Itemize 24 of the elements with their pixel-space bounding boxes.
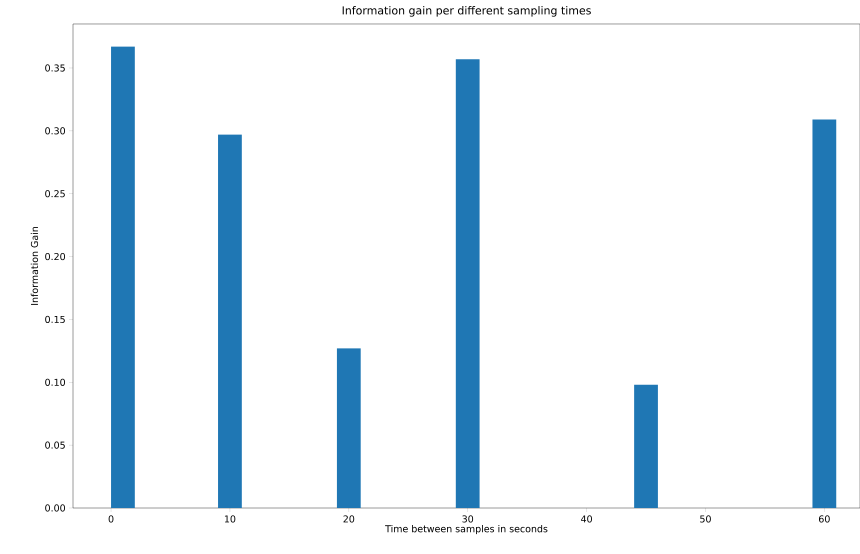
x-tick-label: 0	[108, 515, 114, 523]
y-tick-label: 0.25	[45, 190, 65, 198]
bar	[812, 120, 836, 508]
bar	[336, 348, 361, 508]
y-tick-label: 0.05	[45, 442, 65, 449]
x-tick-label: 40	[581, 515, 592, 523]
y-tick-label: 0.35	[45, 64, 65, 72]
x-tick-label: 20	[343, 515, 354, 523]
bar	[456, 59, 480, 508]
y-tick-label: 0.30	[45, 127, 66, 134]
y-tick-label: 0.15	[45, 316, 65, 324]
bar	[111, 46, 135, 508]
x-tick-label: 30	[462, 515, 474, 523]
y-tick-label: 0.20	[45, 252, 66, 260]
x-axis-title: Time between samples in seconds	[385, 525, 548, 534]
chart-title: Information gain per different sampling times	[342, 6, 591, 17]
x-tick-label: 10	[224, 515, 236, 523]
bar	[218, 134, 242, 508]
x-tick-label: 50	[700, 515, 711, 523]
bar	[634, 384, 658, 508]
y-axis-title: Information Gain	[30, 227, 38, 305]
y-tick-label: 0.10	[45, 378, 66, 386]
y-tick-label: 0.00	[45, 504, 66, 512]
x-tick-label: 60	[818, 515, 830, 523]
